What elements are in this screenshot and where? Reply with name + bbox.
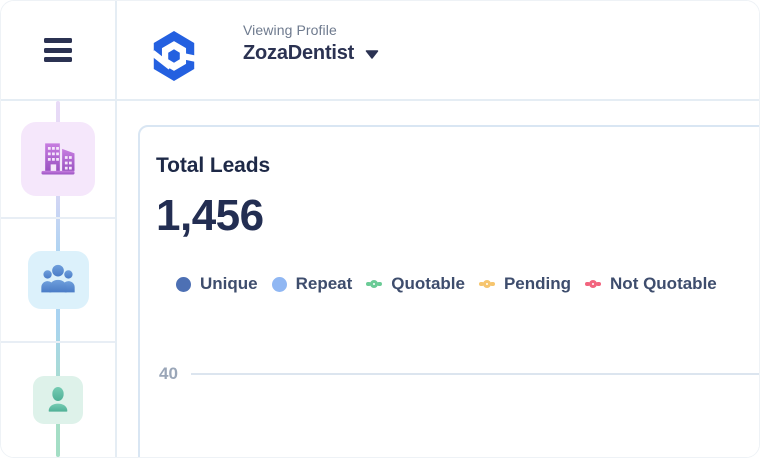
sidebar-section-organizations <box>1 101 115 219</box>
chart-gridline <box>190 373 759 376</box>
sidebar-item-profile[interactable] <box>33 376 83 424</box>
legend-label: Pending <box>503 274 572 294</box>
viewing-profile-label: Viewing Profile <box>243 22 337 38</box>
app-logo-icon <box>149 30 201 82</box>
person-icon <box>42 383 74 418</box>
chart-area: 40 <box>156 364 759 384</box>
chart-legend: Unique Repeat Quotable <box>176 274 759 294</box>
sidebar-section-profile <box>1 343 115 457</box>
chevron-down-icon <box>365 50 379 59</box>
legend-item-not-quotable[interactable]: Not Quotable <box>585 274 717 294</box>
not-quotable-ring-icon <box>585 280 602 289</box>
main-content: Total Leads 1,456 Unique Repeat <box>117 101 759 457</box>
unique-dot-icon <box>176 276 191 292</box>
legend-item-unique[interactable]: Unique <box>176 274 258 294</box>
quotable-ring-icon <box>366 280 383 289</box>
sidebar-section-teams <box>1 219 115 343</box>
legend-label: Repeat <box>295 274 353 294</box>
legend-item-repeat[interactable]: Repeat <box>271 274 353 294</box>
building-icon <box>36 136 80 183</box>
y-axis-tick-40: 40 <box>159 364 178 384</box>
topbar-menu-area <box>1 1 117 101</box>
total-leads-card: Total Leads 1,456 Unique Repeat <box>138 125 759 457</box>
sidebar <box>1 101 117 457</box>
legend-label: Unique <box>200 274 258 294</box>
sidebar-item-teams[interactable] <box>27 251 89 309</box>
repeat-dot-icon <box>271 276 287 292</box>
card-title: Total Leads <box>156 154 271 177</box>
profile-name: ZozaDentist <box>243 42 355 64</box>
profile-switcher[interactable]: Viewing Profile ZozaDentist <box>243 22 379 65</box>
sidebar-item-organizations[interactable] <box>21 122 95 196</box>
legend-item-pending[interactable]: Pending <box>478 274 572 294</box>
total-leads-value: 1,456 <box>156 191 264 241</box>
legend-label: Quotable <box>391 274 465 294</box>
hamburger-icon <box>44 38 72 43</box>
topbar: Viewing Profile ZozaDentist <box>117 1 759 101</box>
menu-button[interactable] <box>40 34 76 66</box>
pending-ring-icon <box>478 280 495 289</box>
legend-label: Not Quotable <box>610 274 717 294</box>
legend-item-quotable[interactable]: Quotable <box>366 274 465 294</box>
people-icon <box>38 259 78 302</box>
